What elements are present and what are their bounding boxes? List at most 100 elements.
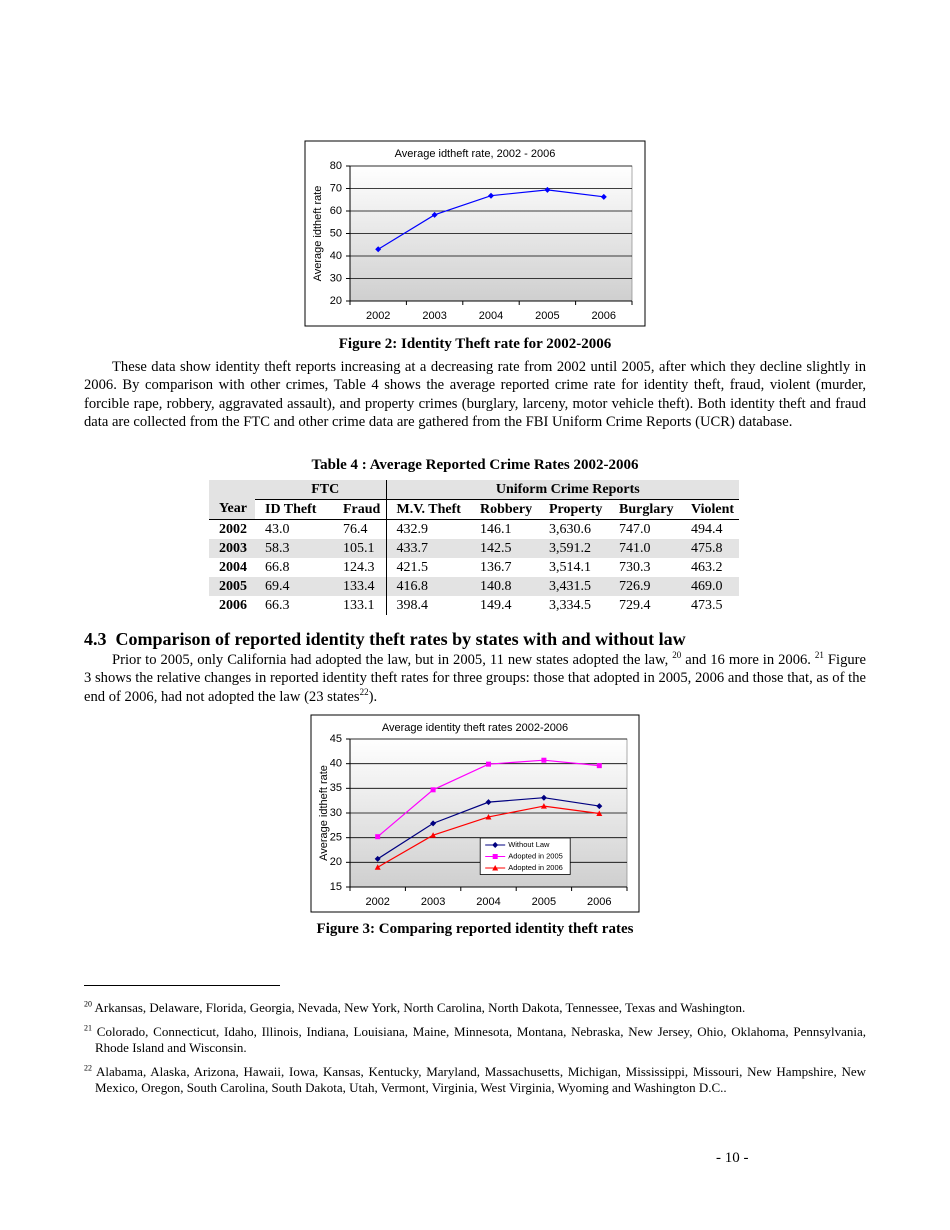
text: and 16 more in 2006. bbox=[681, 652, 815, 668]
table-cell: 3,514.1 bbox=[549, 559, 591, 575]
section-heading: 4.3 Comparison of reported identity thef… bbox=[84, 629, 686, 650]
footnote-mark: 21 bbox=[84, 1023, 92, 1033]
marker bbox=[488, 192, 494, 199]
marker bbox=[374, 855, 381, 862]
table-cell: 494.4 bbox=[691, 521, 723, 537]
column-header: M.V. Theft bbox=[385, 499, 470, 520]
row-header: 2002 bbox=[219, 521, 247, 537]
table-cell: 136.7 bbox=[480, 559, 512, 575]
marker bbox=[540, 803, 547, 809]
legend-marker bbox=[492, 842, 499, 848]
marker bbox=[431, 211, 438, 218]
footnotes: 20 Arkansas, Delaware, Florida, Georgia,… bbox=[0, 1000, 866, 1104]
footnote: 22 Alabama, Alaska, Arizona, Hawaii, Iow… bbox=[84, 1064, 866, 1097]
marker bbox=[541, 757, 547, 763]
table-cell: 3,591.2 bbox=[549, 540, 591, 556]
x-tick-label: 2005 bbox=[532, 896, 556, 908]
y-tick-label: 40 bbox=[330, 250, 342, 262]
marker bbox=[485, 813, 492, 820]
x-tick-label: 2003 bbox=[421, 896, 445, 908]
table-cell: 463.2 bbox=[691, 559, 723, 575]
table-cell: 105.1 bbox=[343, 540, 375, 556]
y-tick-label: 30 bbox=[330, 272, 342, 284]
table-cell: 421.5 bbox=[385, 558, 470, 577]
table-cell: 58.3 bbox=[265, 540, 290, 556]
paragraph: Prior to 2005, only California had adopt… bbox=[84, 651, 866, 706]
chart-title: Average idtheft rate, 2002 - 2006 bbox=[395, 148, 556, 160]
table-cell: 741.0 bbox=[619, 540, 651, 556]
footnote: 20 Arkansas, Delaware, Florida, Georgia,… bbox=[84, 1000, 866, 1017]
marker bbox=[375, 834, 381, 840]
y-tick-label: 70 bbox=[330, 182, 342, 194]
footnote-mark: 20 bbox=[84, 999, 92, 1009]
y-tick-label: 80 bbox=[330, 160, 342, 172]
table-cell: 3,431.5 bbox=[549, 578, 591, 594]
x-tick-label: 2003 bbox=[422, 310, 446, 322]
table-row: 2003 58.3 105.1 433.7 142.5 3,591.2 741.0 475.8 bbox=[209, 539, 740, 558]
table-cell: 133.1 bbox=[343, 597, 375, 613]
page-number: - 10 - bbox=[716, 1150, 749, 1166]
table-cell: 475.8 bbox=[691, 540, 723, 556]
y-tick-label: 30 bbox=[330, 807, 342, 819]
table-cell: 432.9 bbox=[385, 519, 470, 539]
marker bbox=[430, 787, 436, 793]
section-number: 4.3 bbox=[84, 629, 107, 649]
y-tick-label: 60 bbox=[330, 205, 342, 217]
y-tick-label: 45 bbox=[330, 733, 342, 745]
text: Figure 3 shows the relative changes in r… bbox=[84, 652, 866, 705]
text: ). bbox=[368, 688, 378, 705]
marker bbox=[430, 832, 437, 838]
table-cell: 124.3 bbox=[343, 559, 375, 575]
text: Prior to 2005, only California had adopt… bbox=[112, 652, 673, 668]
x-tick-label: 2005 bbox=[535, 310, 559, 322]
table-cell: 66.8 bbox=[265, 559, 290, 575]
table: FTC Uniform Crime Reports Year ID Theft Fr… bbox=[209, 480, 740, 615]
table-cell: 142.5 bbox=[480, 540, 512, 556]
table-cell: 3,630.6 bbox=[549, 521, 591, 537]
table-cell: 69.4 bbox=[265, 578, 290, 594]
column-header: Fraud bbox=[333, 499, 386, 520]
marker bbox=[600, 193, 607, 200]
table-cell: 146.1 bbox=[480, 521, 512, 537]
column-header: Violent bbox=[681, 499, 740, 520]
row-header: 2004 bbox=[219, 559, 247, 575]
table-row: 2004 66.8 124.3 421.5 136.7 3,514.1 730.3 463.2 bbox=[209, 558, 739, 577]
footnote-text: Colorado, Connecticut, Idaho, Illinois, … bbox=[95, 1023, 867, 1056]
column-header: Burglary bbox=[609, 499, 681, 520]
row-header: 2006 bbox=[219, 597, 247, 613]
y-tick-label: 40 bbox=[330, 758, 342, 770]
legend-marker bbox=[492, 865, 499, 871]
table-cell: 43.0 bbox=[265, 521, 290, 537]
table-cell: 747.0 bbox=[619, 521, 651, 537]
x-tick-label: 2004 bbox=[476, 896, 500, 908]
table-cell: 398.4 bbox=[385, 596, 470, 615]
marker bbox=[430, 820, 437, 827]
table-cell: 416.8 bbox=[385, 577, 470, 596]
footnote: 21 Colorado, Connecticut, Idaho, Illinoi… bbox=[84, 1024, 866, 1057]
table-cell: 469.0 bbox=[691, 578, 723, 594]
footnote-text: Alabama, Alaska, Arizona, Hawaii, Iowa, … bbox=[95, 1063, 866, 1096]
x-tick-label: 2002 bbox=[365, 896, 389, 908]
figure-caption: Figure 2: Identity Theft rate for 2002-2… bbox=[338, 336, 612, 352]
marker bbox=[485, 799, 492, 806]
marker bbox=[540, 794, 547, 801]
footnote-text: Arkansas, Delaware, Florida, Georgia, Ne… bbox=[94, 1000, 746, 1015]
marker bbox=[375, 246, 382, 253]
legend-label: Without Law bbox=[508, 840, 550, 849]
y-axis-label: Average idtheft rate bbox=[318, 765, 330, 861]
y-tick-label: 35 bbox=[330, 782, 342, 794]
y-tick-label: 50 bbox=[330, 227, 342, 239]
table-title: Table 4 : Average Reported Crime Rates 2… bbox=[311, 457, 639, 473]
marker bbox=[544, 186, 551, 193]
legend-marker bbox=[492, 854, 498, 859]
marker bbox=[374, 864, 381, 870]
footnote-rule bbox=[84, 985, 280, 986]
legend-label: Adopted in 2005 bbox=[508, 851, 563, 860]
column-header: Property bbox=[539, 499, 609, 520]
footnote-mark: 22 bbox=[84, 1063, 92, 1073]
table-cell: 149.4 bbox=[480, 597, 512, 613]
column-header: Year bbox=[209, 499, 255, 520]
footnote-ref: 20 bbox=[672, 650, 682, 661]
y-tick-label: 25 bbox=[330, 832, 342, 844]
